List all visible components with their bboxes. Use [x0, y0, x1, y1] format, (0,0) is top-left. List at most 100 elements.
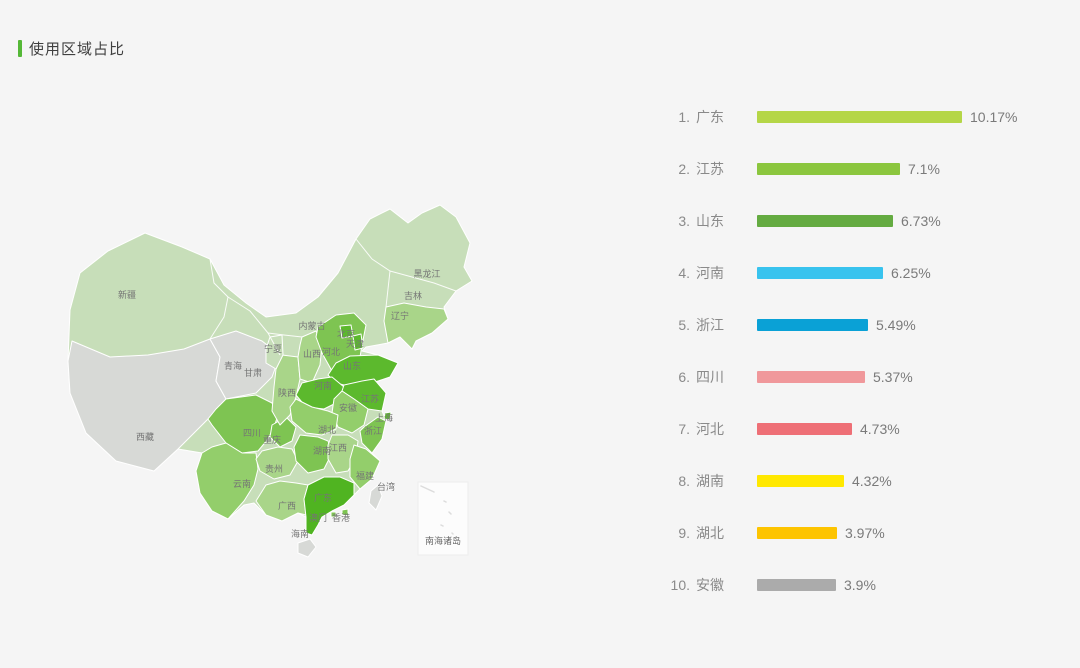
province-label-gansu: 甘肃 — [244, 367, 262, 378]
province-label-zhejiang: 浙江 — [364, 425, 382, 436]
province-label-neimenggu: 内蒙古 — [298, 320, 325, 331]
province-hainan[interactable] — [297, 538, 317, 558]
province-tianjin[interactable] — [352, 333, 364, 351]
province-label-guangdong: 广东 — [314, 492, 332, 503]
rank-number: 3. — [678, 213, 690, 229]
south-sea-label: 南海诸岛 — [425, 535, 461, 546]
rank-value: 7.1% — [908, 161, 940, 177]
rank-value: 10.17% — [970, 109, 1018, 125]
border-neimenggu-south — [267, 332, 303, 338]
province-hubei[interactable] — [289, 398, 339, 436]
province-label-fujian: 福建 — [356, 470, 374, 481]
province-shanghai[interactable] — [383, 411, 392, 421]
rank-bar[interactable] — [757, 371, 865, 383]
border-neimenggu-ne — [355, 238, 391, 272]
rank-number: 9. — [678, 525, 690, 541]
province-yunnan[interactable] — [195, 442, 259, 520]
province-label-qinghai: 青海 — [224, 360, 242, 371]
rank-bar[interactable] — [757, 163, 900, 175]
rank-number: 10. — [670, 577, 690, 593]
province-label-hunan: 湖南 — [313, 445, 331, 456]
province-label-hebei: 河北 — [322, 346, 340, 357]
rank-number: 5. — [678, 317, 690, 333]
province-hunan[interactable] — [293, 434, 333, 474]
province-name: 江苏 — [696, 161, 724, 177]
province-zhejiang[interactable] — [359, 416, 387, 454]
ranking-row: 6. 四川 5.37% — [662, 351, 1062, 403]
rank-value: 6.73% — [901, 213, 941, 229]
rank-value: 4.32% — [852, 473, 892, 489]
province-name: 广东 — [696, 109, 724, 125]
province-anhui[interactable] — [331, 390, 369, 434]
rank-bar[interactable] — [757, 423, 852, 435]
province-label-heilongjiang: 黑龙江 — [413, 268, 440, 279]
ranking-row: 2. 江苏 7.1% — [662, 143, 1062, 195]
rank-bar[interactable] — [757, 319, 868, 331]
province-label-sichuan: 四川 — [243, 428, 261, 438]
rank-value: 3.97% — [845, 525, 885, 541]
rank-number: 1. — [678, 109, 690, 125]
rank-bar[interactable] — [757, 475, 844, 487]
province-label-xinjiang: 新疆 — [118, 289, 136, 300]
rank-value: 3.9% — [844, 577, 876, 593]
province-label-shaanxi: 陕西 — [278, 387, 296, 398]
province-label-henan: 河南 — [314, 380, 332, 391]
rank-number: 7. — [678, 421, 690, 437]
ranking-row: 4. 河南 6.25% — [662, 247, 1062, 299]
rank-bar[interactable] — [757, 267, 883, 279]
province-name: 河北 — [696, 421, 724, 437]
province-taiwan[interactable] — [368, 484, 383, 511]
province-xianggang[interactable] — [341, 508, 349, 516]
province-label-jiangsu: 江苏 — [361, 393, 379, 404]
province-label-xizang: 西藏 — [136, 431, 154, 442]
rank-bar[interactable] — [757, 579, 836, 591]
province-liaoning[interactable] — [383, 302, 449, 350]
province-label-shandong: 山东 — [343, 360, 361, 371]
rank-number: 4. — [678, 265, 690, 281]
province-aomen[interactable] — [330, 511, 337, 518]
border-heilongjiang-south — [389, 270, 457, 292]
rank-value: 4.73% — [860, 421, 900, 437]
province-label-guangxi: 广西 — [278, 500, 296, 511]
ranking-row: 5. 浙江 5.49% — [662, 299, 1062, 351]
province-label-tianjin: 天津 — [346, 339, 364, 349]
province-name: 湖南 — [696, 473, 724, 489]
border-gansu-north — [227, 296, 281, 356]
province-label-yunnan: 云南 — [233, 478, 251, 489]
province-label-shanxi: 山西 — [303, 349, 321, 359]
border-jilin-west — [385, 270, 391, 308]
province-label-guizhou: 贵州 — [265, 463, 283, 474]
province-label-jilin: 吉林 — [404, 290, 422, 301]
province-name: 安徽 — [696, 577, 724, 593]
province-guangdong[interactable] — [303, 476, 355, 536]
province-fujian[interactable] — [349, 444, 381, 490]
ranking-row: 3. 山东 6.73% — [662, 195, 1062, 247]
province-name: 四川 — [696, 369, 724, 385]
province-qinghai[interactable] — [209, 330, 281, 400]
rank-bar[interactable] — [757, 215, 893, 227]
province-label-shanghai: 上海 — [375, 412, 393, 423]
rank-bar[interactable] — [757, 527, 837, 539]
rank-value: 6.25% — [891, 265, 931, 281]
page-title: 使用区域占比 — [29, 41, 126, 58]
rank-value: 5.49% — [876, 317, 916, 333]
rank-value: 5.37% — [873, 369, 913, 385]
china-usage-map: 南海诸岛 新疆 西藏 青海 甘肃 内蒙古 宁夏 陕西 山西 河北 北京 天津 山东 河南 江苏 上海 安徽 浙江… — [60, 185, 480, 575]
ranking-row: 1. 广东 10.17% — [662, 91, 1062, 143]
province-name: 山东 — [696, 213, 724, 229]
province-label-liaoning: 辽宁 — [391, 310, 409, 321]
province-label-taiwan: 台湾 — [377, 481, 395, 492]
province-sichuan[interactable] — [207, 394, 279, 454]
province-label-chongqing: 重庆 — [263, 434, 281, 445]
province-guizhou[interactable] — [255, 446, 299, 480]
rank-number: 8. — [678, 473, 690, 489]
province-label-aomen: 澳门 — [309, 512, 327, 523]
province-label-beijing: 北京 — [337, 328, 355, 339]
ranking-row: 9. 湖北 3.97% — [662, 507, 1062, 559]
south-china-sea-box — [417, 481, 469, 556]
rank-number: 2. — [678, 161, 690, 177]
ranking-row: 8. 湖南 4.32% — [662, 455, 1062, 507]
province-name: 湖北 — [696, 525, 724, 541]
section-header: 使用区域占比 — [18, 38, 125, 59]
rank-bar[interactable] — [757, 111, 962, 123]
